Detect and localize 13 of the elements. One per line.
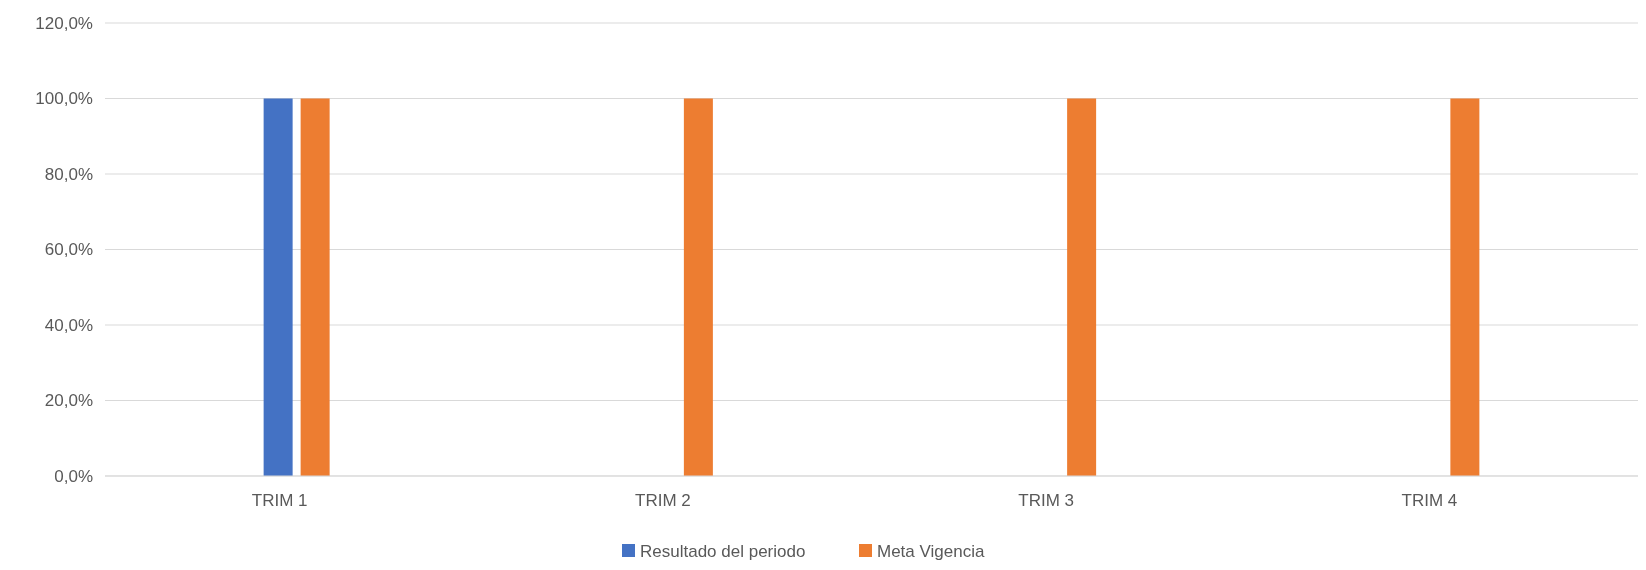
- x-tick-label: TRIM 3: [1018, 491, 1074, 510]
- y-tick-label: 60,0%: [44, 240, 93, 260]
- legend-label: Resultado del periodo: [640, 541, 806, 561]
- x-tick-label: TRIM 2: [635, 491, 691, 510]
- legend-label: Meta Vigencia: [877, 541, 985, 561]
- y-tick-label: 0,0%: [54, 466, 93, 486]
- y-tick-label: 80,0%: [44, 164, 93, 184]
- y-tick-label: 120,0%: [35, 13, 93, 33]
- y-tick-label: 20,0%: [44, 391, 93, 411]
- x-tick-label: TRIM 4: [1401, 491, 1458, 510]
- y-tick-label: 40,0%: [44, 315, 93, 335]
- x-tick-label: TRIM 1: [251, 491, 308, 510]
- y-tick-label: 100,0%: [35, 89, 93, 109]
